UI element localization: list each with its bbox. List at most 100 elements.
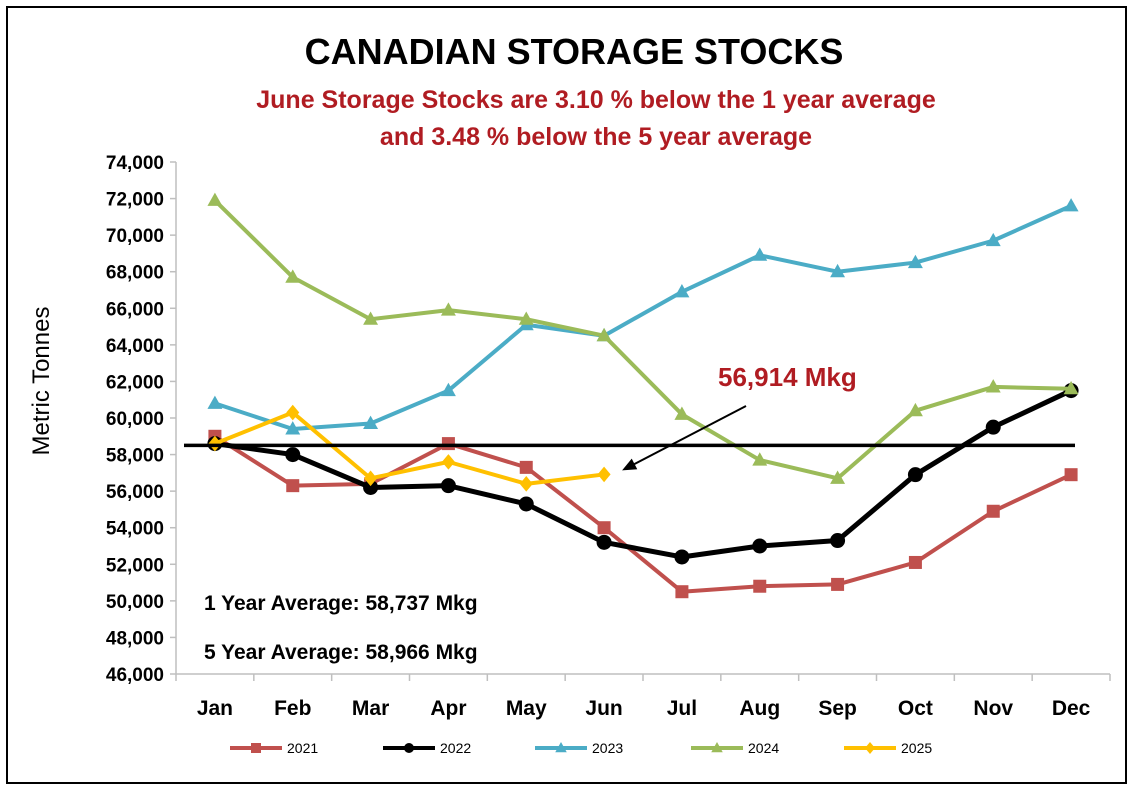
y-tick-label: 50,000 <box>106 592 164 613</box>
series-line-2025 <box>214 410 605 486</box>
data-point-2021 <box>908 555 922 569</box>
x-tick-label: Sep <box>818 697 857 720</box>
y-tick-label: 46,000 <box>106 665 164 686</box>
y-tick-label: 64,000 <box>106 336 164 357</box>
legend-marker-2022 <box>404 743 414 753</box>
data-point-2022 <box>830 533 846 549</box>
data-point-2021 <box>831 577 845 591</box>
x-tick-label: Jan <box>197 697 233 720</box>
series-2022 <box>207 383 1079 565</box>
data-point-2024 <box>207 192 223 206</box>
five-year-average-note: 5 Year Average: 58,966 Mkg <box>204 641 478 664</box>
legend-label-2021: 2021 <box>287 740 318 756</box>
x-tick-label: Apr <box>430 697 466 720</box>
legend-item-2024: 2024 <box>691 740 779 756</box>
x-tick-label: Feb <box>274 697 311 720</box>
legend-marker-2021 <box>251 743 261 753</box>
data-point-2024 <box>285 269 301 283</box>
data-point-2024 <box>518 311 534 325</box>
y-tick-label: 58,000 <box>106 446 164 467</box>
legend-label-2024: 2024 <box>748 740 779 756</box>
data-point-2024 <box>1063 380 1079 395</box>
y-tick-label: 62,000 <box>106 372 164 393</box>
legend-marker-2025 <box>865 742 875 754</box>
data-point-2023 <box>285 421 301 435</box>
legend-label-2023: 2023 <box>592 740 623 756</box>
legend-marker-2024 <box>711 742 723 753</box>
callout-label: 56,914 Mkg <box>718 362 857 392</box>
data-point-2022 <box>907 467 923 483</box>
chart-subtitle-line-2: and 3.48 % below the 5 year average <box>380 123 812 151</box>
data-point-2025 <box>286 404 300 421</box>
legend-item-2021: 2021 <box>230 740 318 756</box>
x-tick-label: Mar <box>352 697 389 720</box>
y-axis-label: Metric Tonnes <box>28 307 55 456</box>
data-point-2025 <box>597 466 611 483</box>
series-line-2023 <box>214 204 1072 431</box>
data-point-2024 <box>830 470 846 484</box>
x-tick-label: Nov <box>973 697 1013 720</box>
data-point-2025 <box>364 470 378 487</box>
data-point-2025 <box>208 435 222 452</box>
data-point-2021 <box>675 585 689 599</box>
data-point-2023 <box>674 284 690 298</box>
y-tick-label: 54,000 <box>106 519 164 540</box>
data-point-2023 <box>752 247 768 261</box>
chart-canvas: CANADIAN STORAGE STOCKS June Storage Sto… <box>28 31 1111 756</box>
data-point-2022 <box>596 534 612 550</box>
series-line-2024 <box>213 198 1072 481</box>
x-tick-label: Jul <box>667 697 697 720</box>
data-point-2022 <box>285 447 301 463</box>
data-point-2023 <box>907 254 923 269</box>
data-point-2024 <box>752 452 768 466</box>
legend-marker-2023 <box>555 742 567 753</box>
y-tick-label: 60,000 <box>106 409 164 430</box>
data-point-2021 <box>986 504 1000 518</box>
series-2025 <box>208 404 611 492</box>
data-point-2023 <box>985 232 1001 247</box>
data-point-2023 <box>207 395 223 409</box>
legend-label-2025: 2025 <box>901 740 932 756</box>
data-point-2021 <box>441 437 455 451</box>
x-tick-label: Jun <box>585 697 622 720</box>
data-point-2021 <box>597 521 611 535</box>
data-point-2024 <box>674 406 690 420</box>
series-layer <box>207 192 1079 599</box>
data-point-2023 <box>830 263 846 278</box>
one-year-average-note: 1 Year Average: 58,737 Mkg <box>204 592 478 615</box>
data-point-2022 <box>363 479 379 495</box>
y-axis: 46,000 48,000 50,000 52,000 54,000 56,000 58,0… <box>106 153 177 686</box>
data-point-2025 <box>441 454 455 470</box>
legend-item-2023: 2023 <box>535 740 623 756</box>
chart-subtitle-line-1: June Storage Stocks are 3.10 % below the… <box>256 86 936 114</box>
data-point-2023 <box>1063 198 1079 212</box>
data-point-2021 <box>286 479 300 493</box>
series-line-2022 <box>214 388 1073 560</box>
x-tick-label: Aug <box>739 697 780 720</box>
y-tick-label: 70,000 <box>106 226 164 247</box>
data-point-2024 <box>985 379 1001 393</box>
legend-item-2025: 2025 <box>844 740 932 756</box>
data-point-2022 <box>985 419 1001 435</box>
y-tick-label: 52,000 <box>106 555 164 576</box>
data-point-2023 <box>440 382 456 397</box>
legend-item-2022: 2022 <box>383 740 471 756</box>
x-axis: Jan Feb Mar Apr May Jun Jul Aug Sep Oct Nov Dec <box>175 673 1111 720</box>
x-tick-label: Oct <box>898 697 933 720</box>
data-point-2022 <box>440 478 456 494</box>
data-point-2024 <box>596 327 612 342</box>
y-tick-label: 68,000 <box>106 263 164 284</box>
callout-arrow <box>632 405 747 466</box>
x-tick-label: May <box>506 697 547 720</box>
data-point-2023 <box>363 415 379 430</box>
y-tick-label: 74,000 <box>106 153 164 174</box>
x-tick-label: Dec <box>1052 697 1091 720</box>
data-point-2025 <box>519 476 533 492</box>
legend: 2021 2022 2023 2024 2025 <box>230 740 932 756</box>
data-point-2024 <box>907 402 923 417</box>
y-tick-label: 56,000 <box>106 482 164 503</box>
data-point-2024 <box>363 311 379 325</box>
data-point-2021 <box>753 579 767 593</box>
data-point-2022 <box>518 496 534 512</box>
data-point-2021 <box>1064 468 1078 482</box>
